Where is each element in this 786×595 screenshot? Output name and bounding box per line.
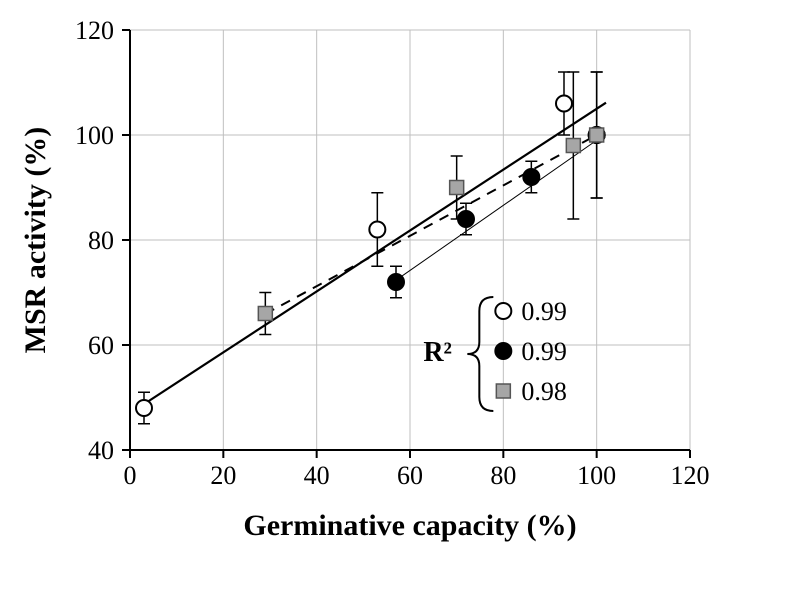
y-axis-title: MSR activity (%) [19,127,52,354]
x-tick-label: 80 [490,461,516,490]
x-tick-label: 40 [304,461,330,490]
chart-container: 0 20 40 60 80 100 120 40 60 80 100 120 Germinative c… [0,0,786,595]
y-tick-label: 120 [75,16,114,45]
x-tick-label: 100 [577,461,616,490]
x-tick-label: 120 [671,461,710,490]
y-tick-label: 40 [88,436,114,465]
y-tick-label: 100 [75,121,114,150]
legend-item-text: 0.98 [521,377,567,406]
x-tick-label: 0 [124,461,137,490]
x-tick-label: 20 [210,461,236,490]
x-axis-title: Germinative capacity (%) [243,509,576,542]
legend-item-text: 0.99 [521,337,567,366]
legend-item-text: 0.99 [521,297,567,326]
y-tick-label: 80 [88,226,114,255]
scatter-chart: 0 20 40 60 80 100 120 40 60 80 100 120 Germinative c… [0,0,786,595]
legend-r2-label: R² [423,337,452,368]
x-tick-label: 60 [397,461,423,490]
y-tick-label: 60 [88,331,114,360]
